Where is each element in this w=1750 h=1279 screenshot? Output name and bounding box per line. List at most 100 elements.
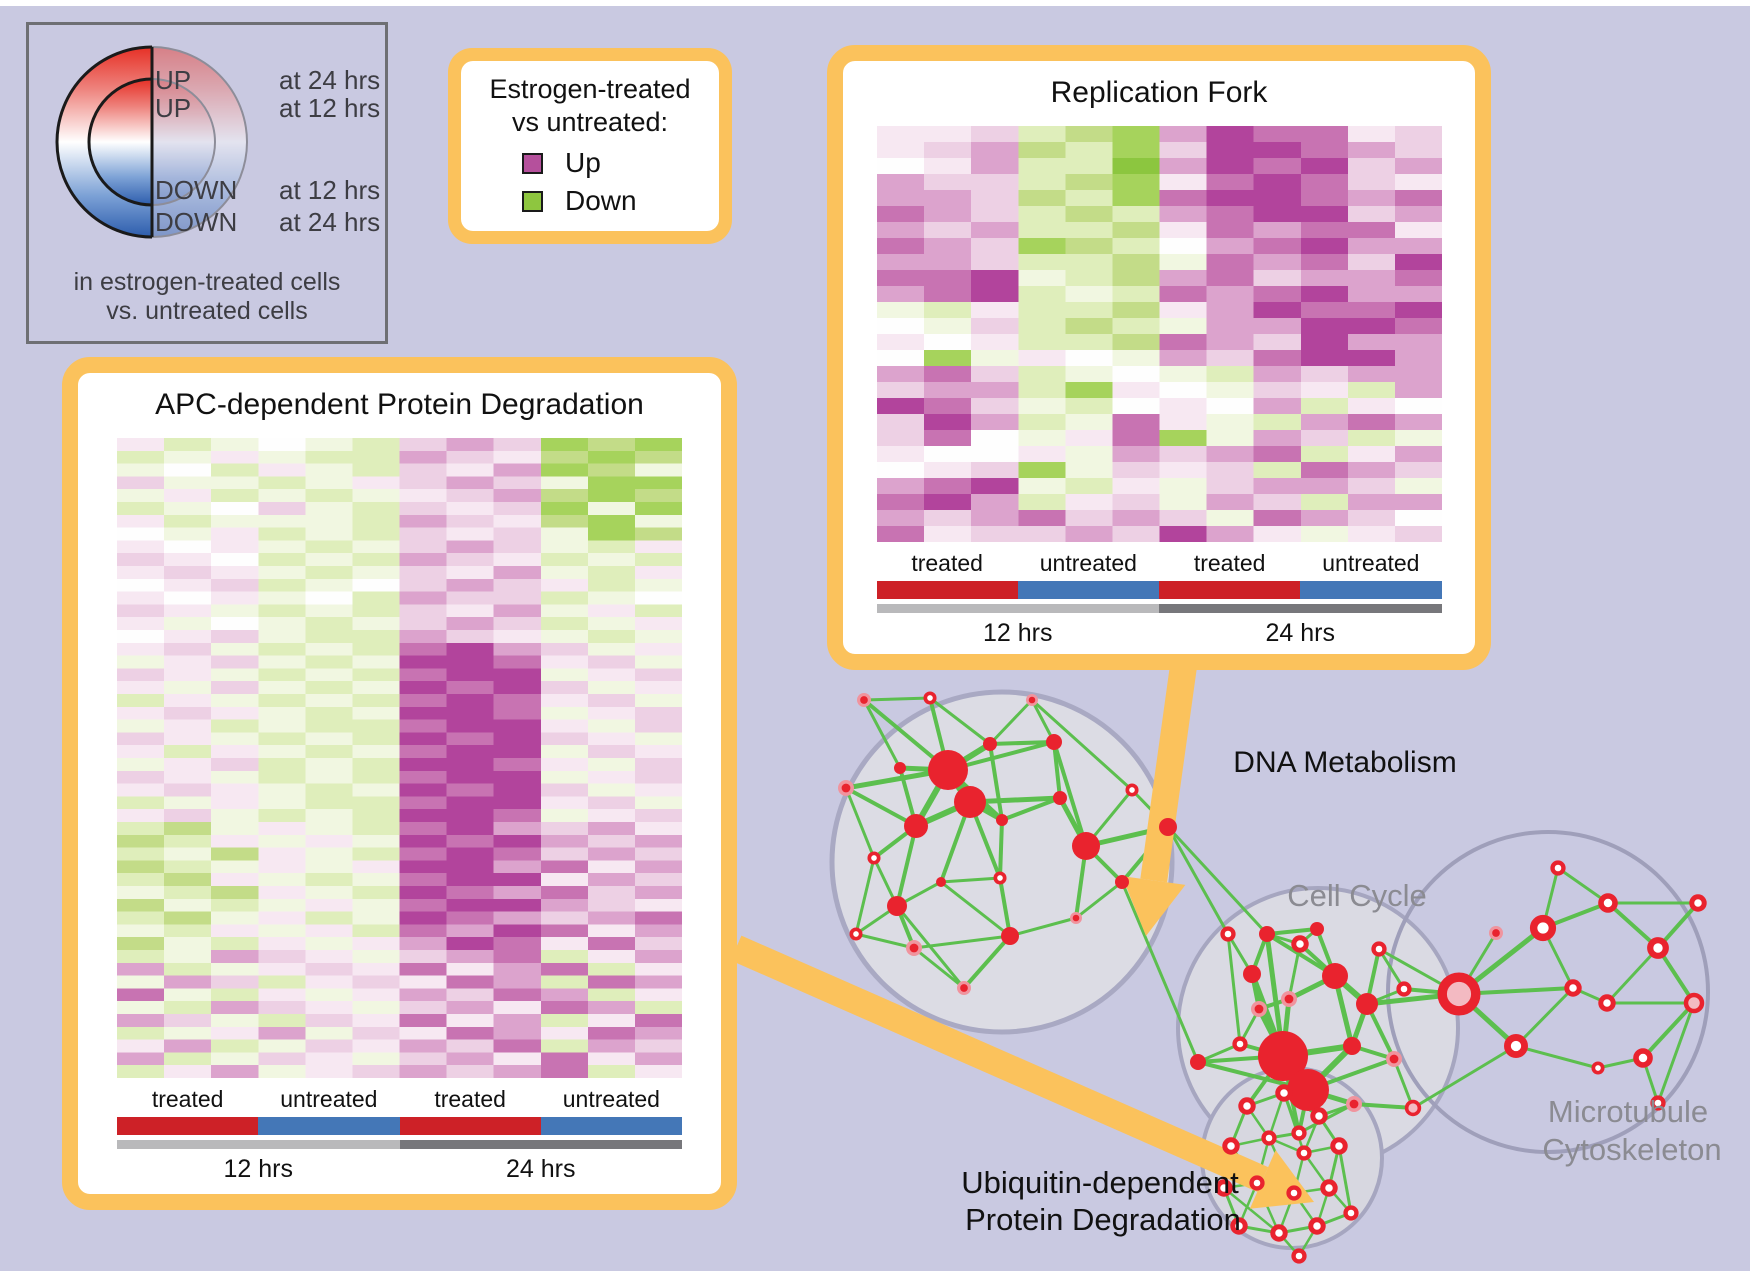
heatmap-cell [164, 822, 212, 836]
heatmap-cell [446, 962, 495, 977]
apc-12hrs-label: 12 hrs [223, 1155, 293, 1183]
heatmap-cell [164, 668, 212, 682]
heatmap-cell [305, 681, 353, 695]
heatmap-cell [493, 911, 542, 925]
heatmap-cell [1300, 158, 1348, 175]
heatmap-cell [446, 591, 495, 605]
heatmap-cell [1159, 270, 1207, 287]
heatmap-cell [493, 783, 542, 797]
network-node-solid [936, 877, 946, 887]
heatmap-cell [1017, 270, 1066, 287]
heatmap-cell [117, 873, 165, 887]
heatmap-cell [1064, 398, 1113, 415]
heatmap-cell [164, 578, 212, 593]
heatmap-cell [305, 630, 353, 644]
heatmap-cell [352, 604, 400, 618]
up-label: Up [565, 147, 601, 178]
heatmap-cell [1064, 366, 1113, 383]
heatmap-cell [258, 617, 306, 631]
heatmap-cell [1253, 238, 1301, 255]
heatmap-cell [305, 860, 353, 874]
network-edge [845, 786, 917, 828]
heatmap-cell [1111, 478, 1160, 495]
heatmap-cell [399, 1052, 448, 1066]
heatmap-cell [1394, 478, 1442, 495]
heatmap-cell [493, 681, 542, 695]
heatmap-cell [1064, 478, 1113, 495]
heatmap-cell [352, 463, 400, 477]
heatmap-cell [923, 462, 972, 479]
heatmap-cell [876, 318, 925, 335]
network-edge [988, 743, 1004, 821]
heatmap-cell [634, 809, 682, 823]
heatmap-cell [399, 450, 448, 465]
network-node-solid [1159, 818, 1177, 836]
heatmap-cell [1111, 334, 1160, 351]
heatmap-cell [587, 1014, 636, 1028]
heatmap-cell [1111, 446, 1160, 463]
heatmap-cell [493, 758, 542, 772]
network-node-ring [1125, 783, 1139, 797]
heatmap-cell [1111, 494, 1160, 511]
heatmap-cell [493, 873, 542, 887]
heatmap-cell [1347, 238, 1395, 255]
heatmap-cell [493, 745, 542, 759]
treated-bar-segment [1159, 581, 1301, 599]
heatmap-cell [493, 796, 542, 810]
heatmap-cell [446, 1014, 495, 1028]
heatmap-cell [258, 630, 306, 644]
heatmap-cell [164, 988, 212, 1002]
heatmap-cell [587, 847, 636, 861]
network-edge [1353, 1102, 1414, 1110]
network-edge [1009, 916, 1077, 938]
rf-panel-title: Replication Fork [1050, 76, 1268, 109]
heatmap-cell [1159, 398, 1207, 415]
heatmap-cell [1159, 174, 1207, 191]
network-edge [1557, 866, 1609, 905]
heatmap-cell [1159, 142, 1207, 159]
heatmap-cell [970, 350, 1019, 367]
heatmap-cell [1017, 126, 1066, 143]
heatmap-cell [305, 591, 353, 605]
heatmap-cell [1017, 222, 1066, 239]
heatmap-cell [1159, 478, 1207, 495]
heatmap-cell [923, 222, 972, 239]
heatmap-cell [352, 911, 400, 925]
heatmap-cell [540, 706, 589, 721]
heatmap-cell [305, 604, 353, 618]
heatmap-cell [587, 694, 636, 708]
heatmap-cell [1159, 382, 1207, 399]
heatmap-cell [258, 527, 306, 541]
heatmap-cell [587, 783, 636, 797]
heatmap-cell [587, 834, 636, 849]
heatmap-cell [923, 446, 972, 463]
heatmap-cell [399, 617, 448, 631]
heatmap-cell [923, 334, 972, 351]
heatmap-cell [1206, 238, 1254, 255]
heatmap-cell [399, 630, 448, 644]
link-arrow-head [1122, 876, 1186, 936]
heatmap-cell [305, 668, 353, 682]
heatmap-cell [493, 860, 542, 874]
network-edge [863, 696, 931, 702]
legend-footer-line1: in estrogen-treated cells [74, 268, 341, 296]
heatmap-cell [1253, 302, 1301, 319]
heatmap-cell [446, 783, 495, 797]
heatmap-cell [1017, 318, 1066, 335]
heatmap-cell [587, 1001, 636, 1015]
heatmap-cell [258, 1039, 306, 1053]
network-edge [1052, 741, 1088, 847]
heatmap-cell [1347, 366, 1395, 383]
heatmap-cell [1206, 206, 1254, 223]
heatmap-cell [493, 1039, 542, 1053]
heatmap-cell [1300, 318, 1348, 335]
heatmap-cell [305, 988, 353, 1002]
heatmap-cell [399, 463, 448, 477]
heatmap-cell [1300, 238, 1348, 255]
heatmap-cell [540, 886, 589, 900]
heatmap-cell [305, 1001, 353, 1015]
heatmap-cell [493, 924, 542, 938]
heatmap-cell [1017, 334, 1066, 351]
network-edge [1166, 826, 1230, 935]
heatmap-cell [1347, 382, 1395, 399]
